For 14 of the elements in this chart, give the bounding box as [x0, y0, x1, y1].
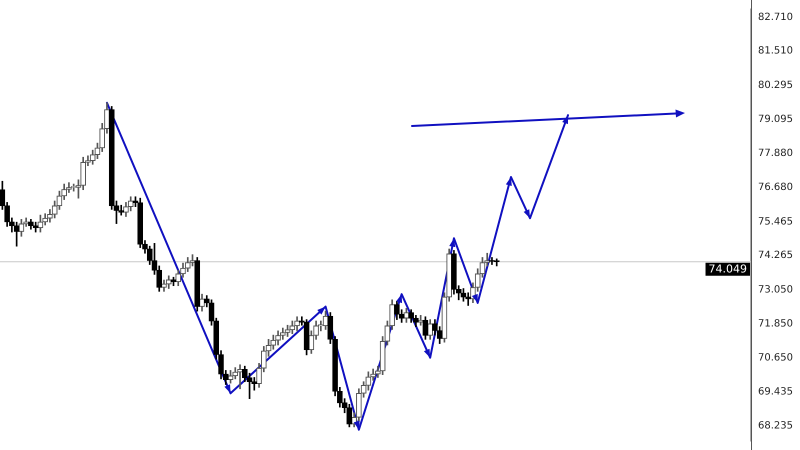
y-tick-label: 82.710 [758, 12, 794, 23]
ref-line-label: 74.049 [708, 262, 748, 276]
y-tick-label: 79.095 [758, 114, 794, 125]
y-tick-label: 74.265 [758, 250, 794, 262]
y-tick-label: 73.050 [758, 284, 794, 296]
y-tick-label: 70.650 [758, 352, 794, 364]
y-tick-label: 75.465 [758, 216, 794, 228]
y-tick-label: 69.435 [758, 386, 794, 398]
y-tick-label: 77.880 [758, 148, 794, 160]
y-tick-label: 76.680 [758, 182, 794, 194]
y-tick-label: 80.295 [758, 80, 794, 91]
y-tick-label: 81.510 [758, 46, 794, 57]
y-tick-label: 71.850 [758, 318, 794, 330]
y-tick-label: 68.235 [758, 420, 794, 432]
